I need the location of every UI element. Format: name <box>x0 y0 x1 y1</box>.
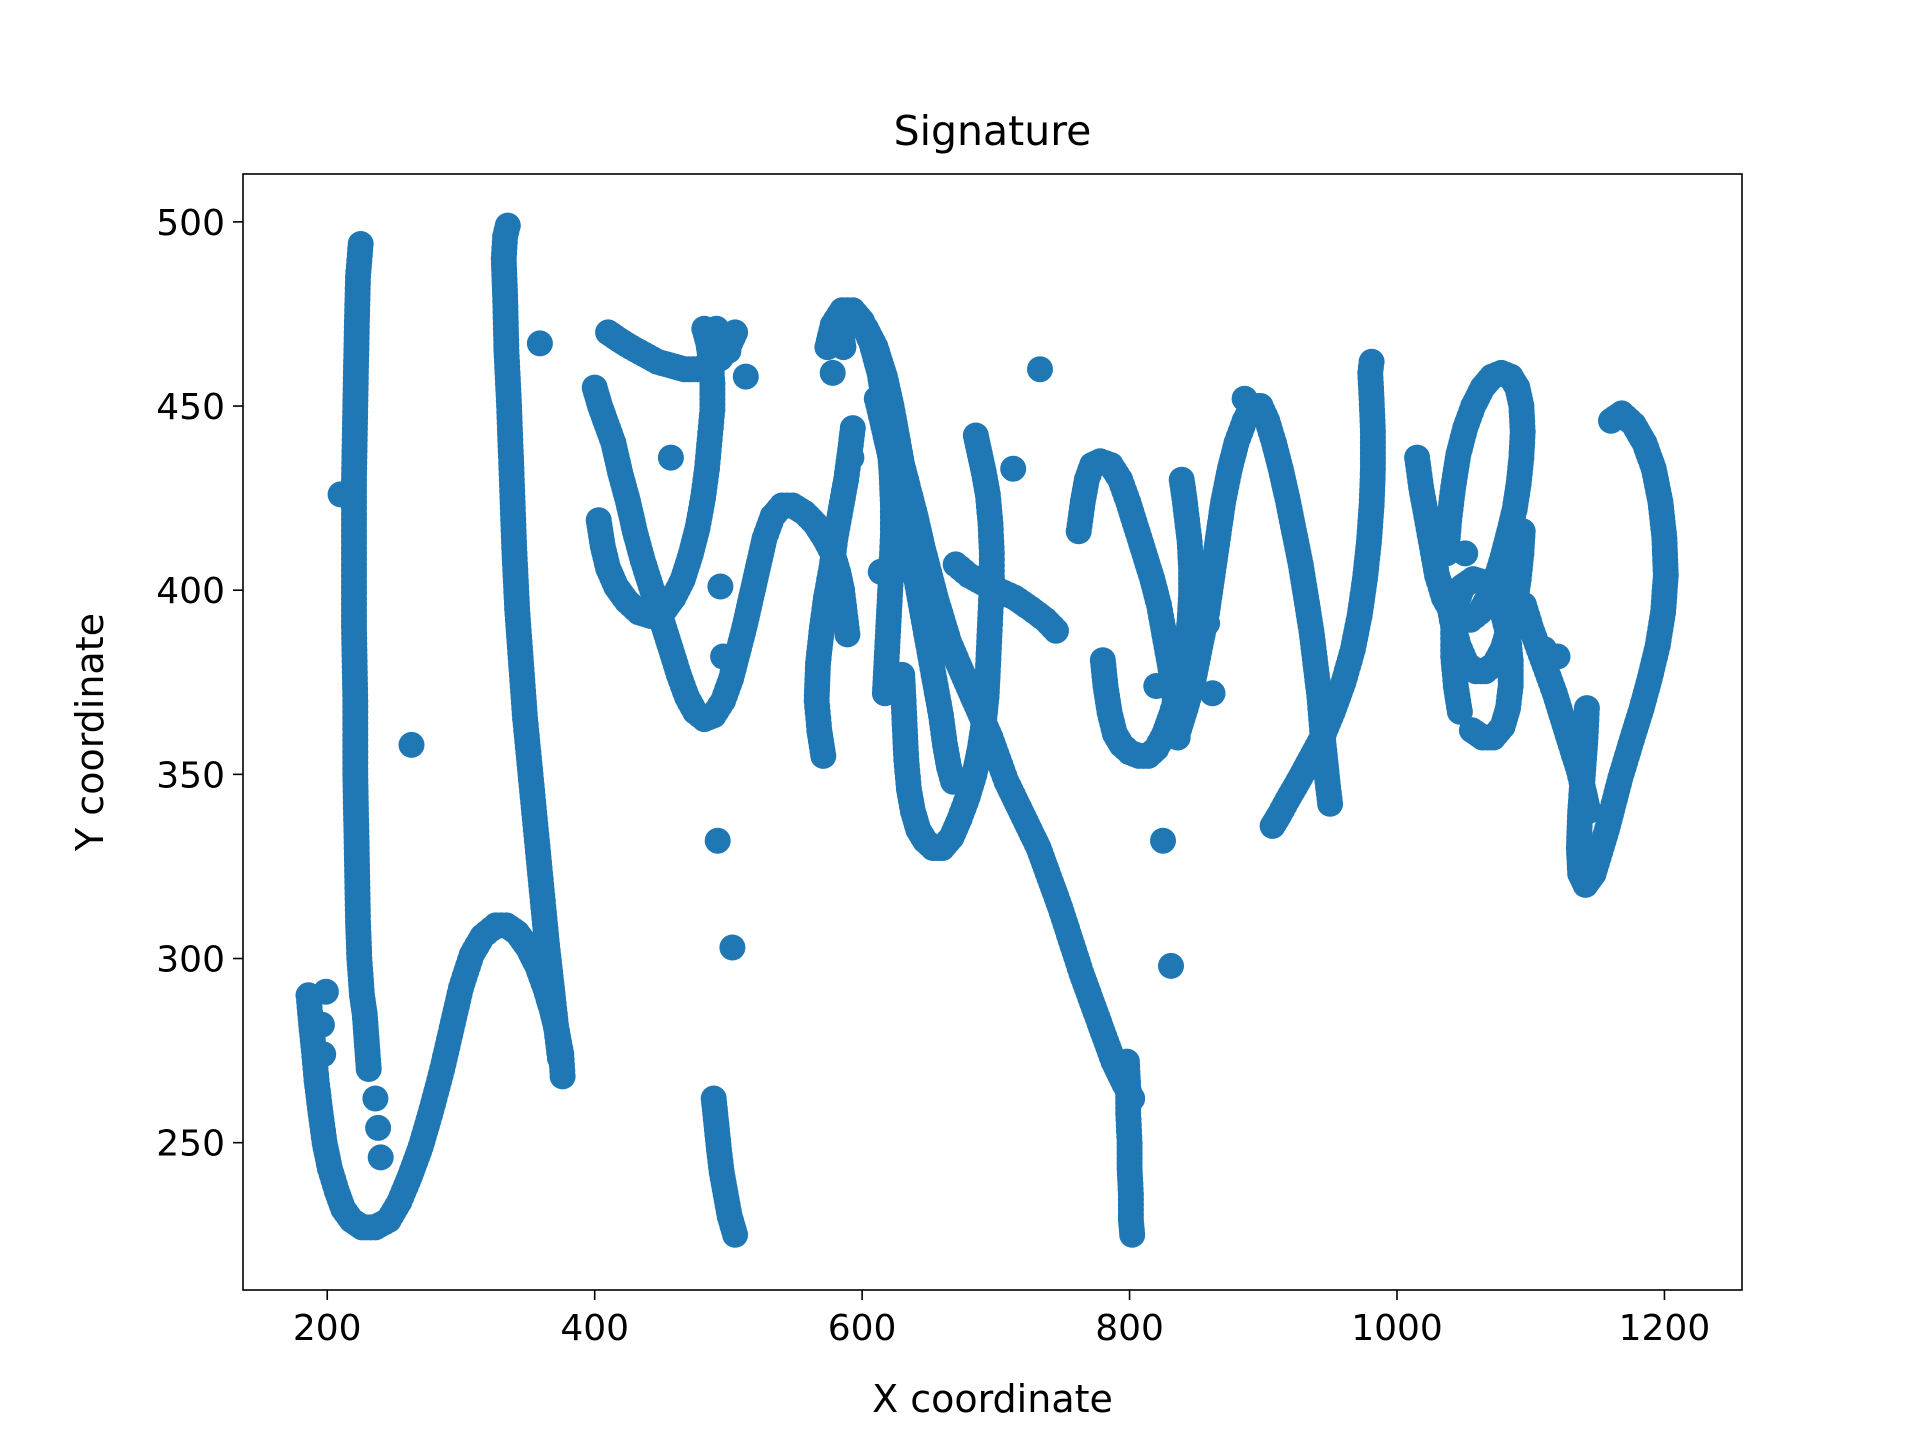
data-point <box>1358 348 1385 375</box>
data-points <box>295 212 1679 1248</box>
data-point <box>1509 518 1536 545</box>
data-point <box>839 415 866 442</box>
y-tick-label: 300 <box>156 940 225 981</box>
data-point <box>1027 356 1053 383</box>
data-point <box>732 363 759 390</box>
data-point <box>722 1221 749 1248</box>
data-point <box>1194 610 1221 637</box>
x-axis-label: X coordinate <box>872 1377 1113 1421</box>
data-point <box>1531 636 1558 663</box>
data-point <box>838 444 865 471</box>
y-tick-label: 400 <box>156 571 225 612</box>
data-point <box>1150 827 1176 854</box>
data-point <box>365 1114 392 1141</box>
data-point <box>715 337 742 364</box>
data-point <box>657 444 684 471</box>
data-point <box>1143 673 1170 699</box>
y-tick-label: 250 <box>156 1124 225 1165</box>
data-point <box>1433 540 1460 567</box>
data-point <box>312 978 339 1005</box>
data-point <box>362 1085 389 1112</box>
x-tick-label: 400 <box>560 1308 629 1349</box>
data-point <box>1043 617 1069 644</box>
chart-title: Signature <box>894 107 1092 155</box>
data-point <box>834 621 861 648</box>
data-point <box>962 422 989 449</box>
data-point <box>704 827 731 854</box>
data-point <box>710 643 737 670</box>
data-point <box>546 1045 573 1071</box>
data-point <box>867 558 894 585</box>
plot-frame <box>242 173 1743 1291</box>
x-tick-label: 600 <box>828 1308 897 1349</box>
data-point <box>355 1056 382 1082</box>
data-point <box>1168 466 1195 493</box>
data-point <box>1119 1221 1146 1248</box>
data-point <box>310 1041 337 1068</box>
data-point <box>327 481 354 508</box>
y-axis-ticks: 250 300 350 400 450 500 <box>156 203 243 1165</box>
data-point <box>1000 455 1027 482</box>
data-point <box>1452 540 1479 567</box>
x-tick-label: 200 <box>293 1308 362 1349</box>
data-point <box>703 315 730 342</box>
data-point <box>719 934 746 961</box>
x-axis-ticks: 200 400 600 800 1000 1200 <box>293 1290 1710 1349</box>
y-tick-label: 350 <box>156 755 225 796</box>
data-point <box>1458 717 1485 744</box>
data-point <box>1317 790 1344 817</box>
data-point <box>1158 952 1184 979</box>
data-point <box>1573 695 1600 722</box>
data-point <box>1575 798 1602 825</box>
y-tick-label: 450 <box>156 387 225 428</box>
data-point <box>819 359 846 386</box>
data-point <box>707 573 734 600</box>
data-point <box>1199 680 1226 707</box>
x-tick-label: 1000 <box>1351 1308 1443 1349</box>
y-tick-label: 500 <box>156 203 225 244</box>
data-point <box>398 731 425 758</box>
data-point <box>526 330 553 357</box>
y-axis-label: Y coordinate <box>68 613 112 852</box>
data-point <box>367 1144 394 1171</box>
data-point <box>1231 385 1258 412</box>
x-tick-label: 1200 <box>1619 1308 1711 1349</box>
x-tick-label: 800 <box>1095 1308 1164 1349</box>
data-point <box>308 1011 335 1038</box>
